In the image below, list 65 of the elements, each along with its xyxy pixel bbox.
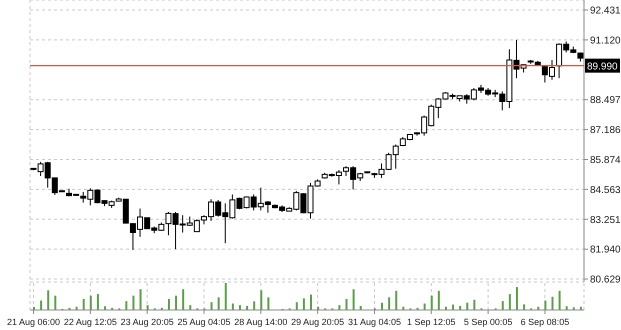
x-tick-label: 23 Aug 20:05: [120, 317, 174, 327]
x-tick-label: 5 Sep 00:05: [464, 317, 512, 327]
bar: [175, 296, 178, 310]
bar: [146, 305, 149, 310]
y-tick-label: 91.120: [590, 35, 621, 46]
bar: [438, 290, 440, 310]
x-tick-label: 1 Sep 12:05: [407, 317, 456, 327]
bar: [566, 306, 568, 310]
ref-line-label: 89.990: [587, 62, 618, 73]
bar: [466, 302, 468, 310]
bar: [125, 301, 128, 310]
bar: [452, 304, 454, 310]
bar: [218, 297, 220, 310]
y-tick-label: 81.940: [590, 244, 621, 256]
bar: [40, 300, 42, 310]
bar: [508, 294, 511, 310]
bar: [140, 289, 142, 310]
bar: [260, 290, 262, 310]
y-tick-label: 85.874: [590, 155, 621, 166]
bar: [551, 296, 554, 310]
bar: [516, 287, 518, 310]
x-tick-label: 25 Aug 04:05: [177, 317, 231, 327]
bar: [267, 297, 270, 310]
y-tick-label: 88.497: [590, 95, 621, 106]
x-tick-label: 22 Aug 12:05: [64, 317, 117, 327]
bar: [395, 290, 398, 310]
y-tick-label: 80.629: [590, 274, 621, 286]
bar: [96, 294, 99, 310]
bar: [104, 306, 106, 310]
bar: [47, 290, 50, 310]
bar: [210, 302, 213, 310]
bar: [558, 290, 561, 310]
x-tick-label: 6 Sep 08:05: [520, 317, 570, 327]
bar: [54, 296, 56, 310]
x-tick-label: 28 Aug 14:00: [234, 317, 288, 327]
y-tick-label: 84.563: [590, 184, 621, 196]
bar: [430, 296, 433, 310]
bar: [338, 305, 340, 310]
bar: [381, 302, 384, 310]
bar: [224, 283, 227, 310]
bar: [302, 298, 305, 310]
x-tick-label: 21 Aug 06:00: [7, 317, 60, 327]
bar: [296, 302, 298, 310]
bar: [310, 294, 312, 310]
bar: [544, 300, 546, 310]
x-tick-label: 31 Aug 04:05: [348, 317, 402, 327]
bar: [352, 289, 355, 310]
bar: [253, 301, 256, 310]
bar: [424, 304, 426, 310]
bar: [90, 296, 92, 310]
y-tick-label: 83.251: [590, 214, 621, 226]
bar: [388, 297, 390, 310]
bar: [232, 304, 234, 310]
y-tick-label: 87.186: [590, 125, 621, 136]
bar: [473, 300, 476, 310]
bar: [189, 305, 192, 310]
bar: [182, 289, 184, 310]
bar: [346, 298, 348, 310]
bar: [168, 298, 170, 310]
y-tick-label: 92.431: [590, 6, 621, 17]
bar: [502, 301, 504, 310]
bar: [82, 298, 85, 310]
bar: [238, 305, 241, 310]
bar: [132, 296, 134, 310]
x-tick-label: 29 Aug 20:05: [291, 317, 344, 327]
